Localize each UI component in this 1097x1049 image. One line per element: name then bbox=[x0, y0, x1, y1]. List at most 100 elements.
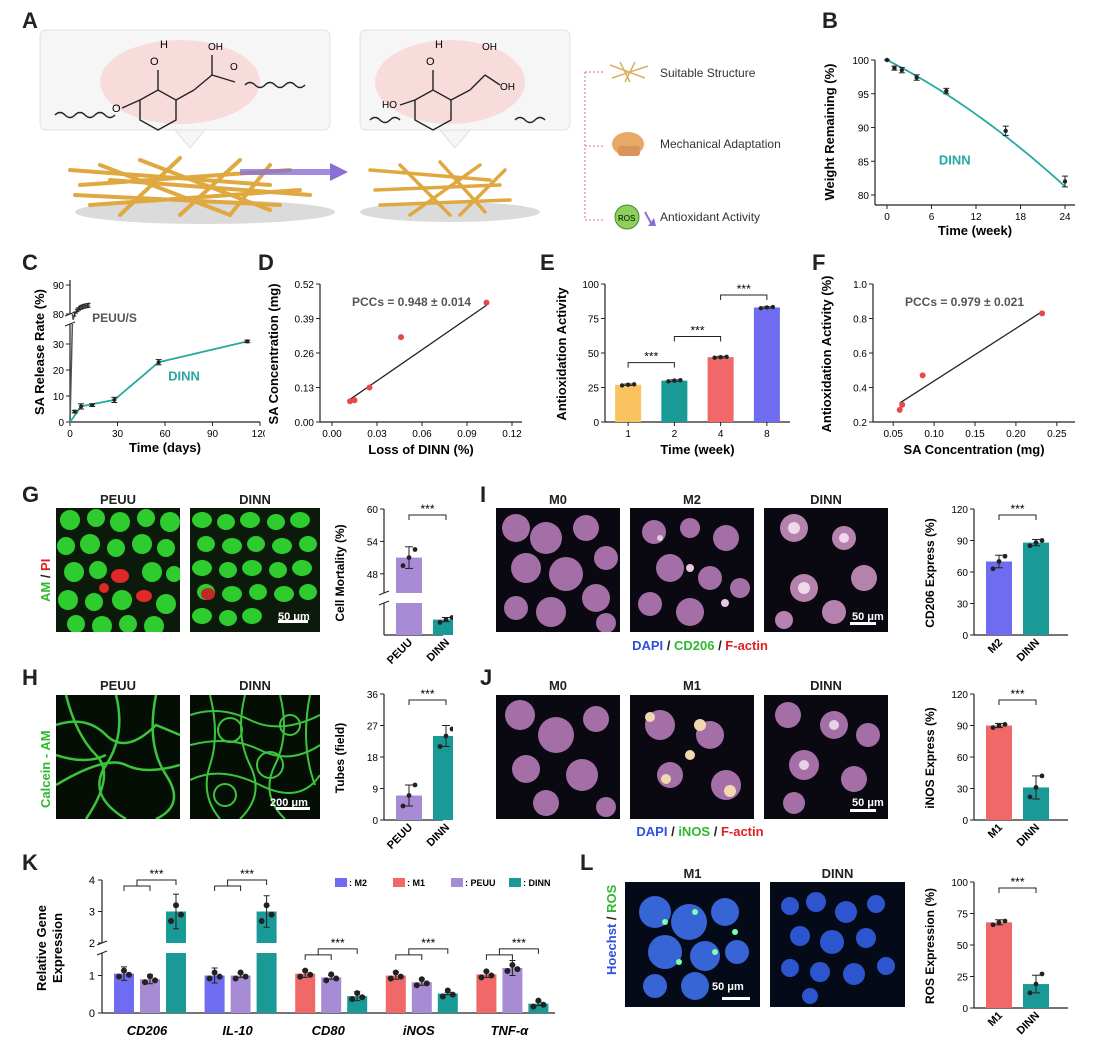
replicate-dot bbox=[1027, 794, 1033, 800]
y-tick-label: 0 bbox=[962, 816, 968, 827]
bar bbox=[986, 922, 1012, 1008]
y-tick-label: 25 bbox=[588, 384, 600, 395]
image-title-i-dinn: DINN bbox=[810, 492, 842, 507]
y-tick-label: 0.13 bbox=[295, 384, 315, 395]
replicate-dot bbox=[758, 305, 764, 311]
bar bbox=[1023, 542, 1049, 635]
replicate-dot bbox=[412, 782, 418, 788]
significance-label: *** bbox=[512, 936, 526, 950]
bar bbox=[615, 384, 642, 422]
image-title-g-peuu: PEUU bbox=[99, 492, 137, 507]
replicate-dot bbox=[126, 971, 132, 978]
x-tick-label: 8 bbox=[764, 429, 770, 440]
y-tick-label: 60 bbox=[957, 753, 969, 764]
series-line-peuus-lower bbox=[69, 323, 74, 423]
bar bbox=[321, 977, 342, 1013]
y-tick-label: 1 bbox=[89, 971, 95, 983]
y-tick-label: 4 bbox=[89, 875, 95, 887]
x-tick-label: M1 bbox=[986, 822, 1005, 841]
x-axis-label: Loss of DINN (%) bbox=[368, 442, 473, 457]
panel-letter-e: E bbox=[540, 250, 555, 275]
y-axis-label: SA Concentration (mg) bbox=[266, 283, 281, 424]
x-tick-label: 4 bbox=[718, 429, 724, 440]
x-tick-label: 0.10 bbox=[924, 429, 944, 440]
replicate-dot bbox=[142, 979, 148, 986]
micrograph-i-m0 bbox=[496, 508, 620, 632]
y-axis-label: SA Release Rate (%) bbox=[32, 289, 47, 415]
y-tick-label: 10 bbox=[53, 392, 65, 403]
y-tick-label: 90 bbox=[957, 537, 969, 548]
bar-lower-segment bbox=[166, 953, 186, 1013]
replicate-dot bbox=[297, 973, 304, 980]
replicate-dot bbox=[413, 982, 420, 989]
significance-label: *** bbox=[1010, 875, 1024, 889]
y-tick-label: 0.8 bbox=[853, 315, 867, 326]
replicate-dot bbox=[328, 971, 335, 978]
axis-break-mark bbox=[378, 590, 390, 596]
axis-break-mark bbox=[96, 950, 108, 956]
replicate-dot bbox=[666, 379, 671, 384]
significance-bracket bbox=[408, 699, 447, 705]
series-line-dinn bbox=[69, 340, 248, 423]
chart-l-ros: 0 25 50 75 100 ROS Expression (%) M1 DINN *** bbox=[923, 875, 1068, 1037]
replicate-dot bbox=[211, 969, 218, 976]
x-tick-label: CD80 bbox=[312, 1023, 346, 1038]
significance-bracket bbox=[408, 514, 447, 520]
replicate-dot bbox=[540, 1001, 547, 1008]
x-axis-label: Time (week) bbox=[660, 442, 734, 457]
bar-lower-segment bbox=[256, 953, 277, 1013]
y-tick-label: 3 bbox=[89, 907, 95, 919]
x-tick-label: CD206 bbox=[127, 1023, 168, 1038]
panel-letter-g: G bbox=[22, 482, 40, 507]
x-tick-label: 0.00 bbox=[322, 429, 342, 440]
data-point bbox=[366, 384, 373, 391]
replicate-dot bbox=[483, 968, 490, 975]
stain-label-l: Hoechst / ROS bbox=[604, 884, 619, 975]
significance-label: *** bbox=[690, 323, 704, 337]
replicate-dot bbox=[1027, 543, 1033, 549]
significance-label: *** bbox=[644, 350, 658, 364]
y-tick-label: 20 bbox=[53, 366, 65, 377]
svg-text:H: H bbox=[160, 39, 168, 51]
svg-text:O: O bbox=[150, 56, 159, 68]
x-tick-label: 0.09 bbox=[457, 429, 477, 440]
replicate-dot bbox=[121, 967, 127, 974]
svg-text:OH: OH bbox=[482, 42, 497, 53]
x-tick-label: 0 bbox=[67, 429, 73, 440]
replicate-dot bbox=[990, 725, 996, 730]
y-axis-label: ROS Expression (%) bbox=[923, 888, 937, 1004]
significance-label: *** bbox=[1010, 502, 1024, 516]
stain-label-h: Calcein - AM bbox=[38, 730, 53, 808]
legend-swatch bbox=[335, 878, 347, 887]
panel-letter-h: H bbox=[22, 665, 38, 690]
y-tick-label: 0.00 bbox=[295, 418, 315, 429]
replicate-dot bbox=[302, 967, 309, 974]
svg-text:H: H bbox=[435, 39, 443, 51]
replicate-dot bbox=[359, 994, 366, 1001]
image-title-l-dinn: DINN bbox=[821, 866, 854, 881]
y-axis-label: Weight Remaining (%) bbox=[822, 64, 837, 201]
significance-label: *** bbox=[420, 687, 434, 701]
image-title-j-m0: M0 bbox=[548, 678, 568, 693]
y-tick-label: 1.0 bbox=[853, 280, 867, 291]
y-tick-label: 0.2 bbox=[853, 418, 867, 429]
axis-break-mark bbox=[378, 600, 390, 606]
bar bbox=[433, 736, 453, 820]
chart-k-gene-expression: 0 1 2 3 4 Relative Gene Expression: M2: M1: PE… bbox=[34, 867, 555, 1038]
data-point bbox=[896, 406, 903, 413]
series-label-dinn: DINN bbox=[168, 368, 200, 383]
data-point bbox=[899, 67, 905, 73]
replicate-dot bbox=[437, 620, 443, 625]
replicate-dot bbox=[625, 382, 631, 387]
replicate-dot bbox=[354, 990, 361, 997]
y-tick-label: 80 bbox=[53, 310, 65, 321]
y-tick-label: 30 bbox=[957, 785, 969, 796]
micrograph-l-dinn bbox=[770, 882, 905, 1007]
replicate-dot bbox=[449, 991, 456, 998]
replicate-dot bbox=[535, 997, 542, 1004]
bar bbox=[140, 979, 160, 1013]
panel-letter-f: F bbox=[812, 250, 826, 275]
significance-label: *** bbox=[331, 936, 345, 950]
y-tick-label: 75 bbox=[588, 315, 600, 326]
data-point bbox=[1062, 179, 1068, 184]
